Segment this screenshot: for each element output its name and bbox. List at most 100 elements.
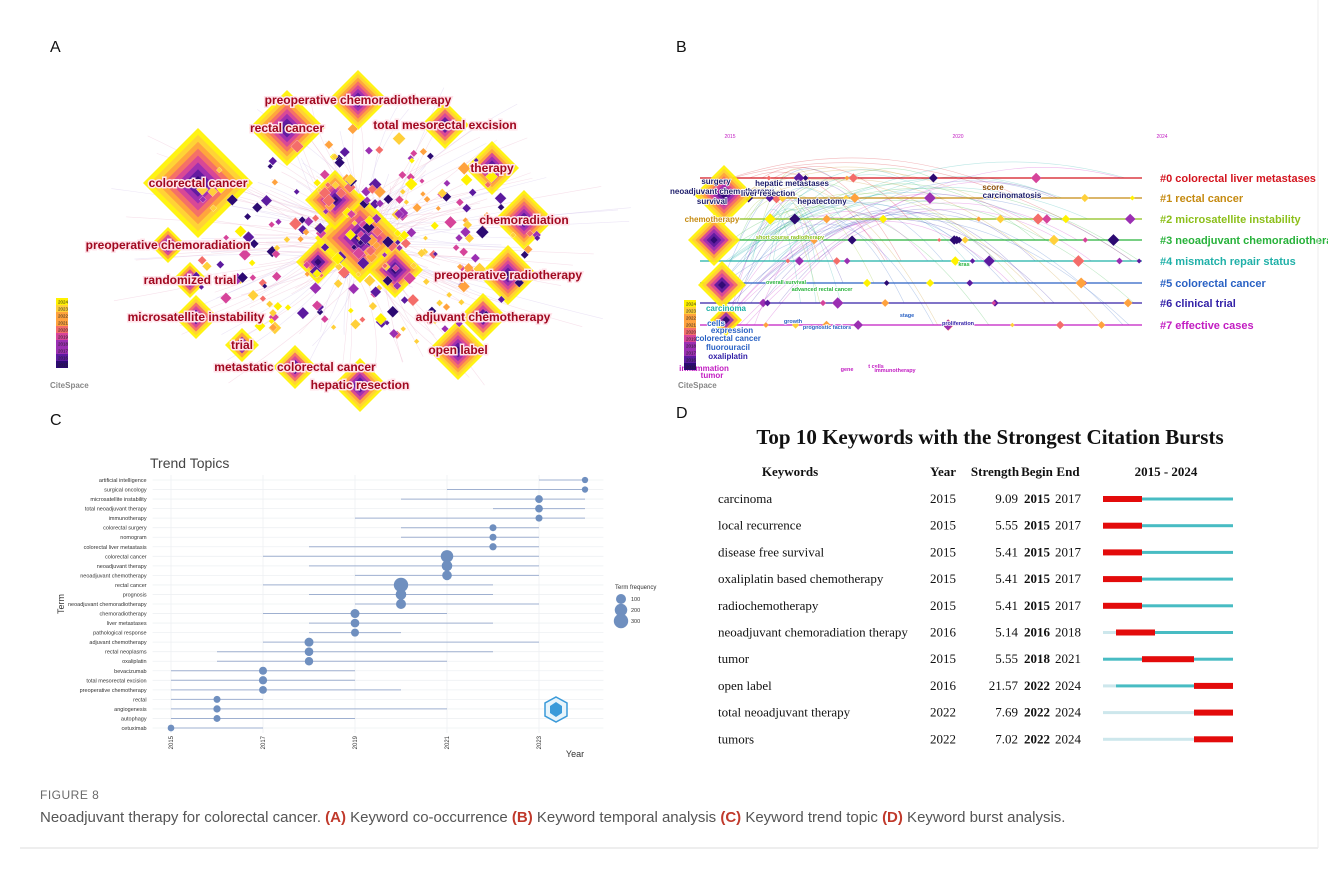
y-tick-label: adjuvant chemotherapy bbox=[89, 640, 146, 646]
keyword: local recurrence bbox=[718, 518, 802, 533]
keyword-label: total mesorectal excision bbox=[373, 118, 516, 132]
keyword-node bbox=[1082, 237, 1088, 243]
keyword-node bbox=[359, 317, 365, 323]
panel-letter: B bbox=[676, 39, 687, 56]
keyword-label: prognostic factors bbox=[803, 325, 851, 331]
panel-letter: C bbox=[50, 412, 62, 429]
keyword-label: adjuvant chemotherapy bbox=[416, 310, 551, 324]
table-header: End bbox=[1056, 464, 1080, 479]
keyword-label: microsatellite instability bbox=[128, 310, 265, 324]
timeline-range: 2024 bbox=[1171, 464, 1198, 479]
keyword-label: therapy bbox=[470, 161, 514, 175]
trend-point bbox=[213, 705, 220, 712]
burst-bar bbox=[1194, 710, 1233, 716]
strength: 5.41 bbox=[995, 544, 1018, 559]
keyword-label: chemoradiation bbox=[479, 213, 568, 227]
keyword-node bbox=[248, 290, 259, 301]
trend-point bbox=[351, 619, 360, 628]
logo: CiteSpace bbox=[678, 381, 717, 390]
end: 2017 bbox=[1055, 491, 1082, 506]
trend-point bbox=[351, 629, 359, 637]
keyword-node bbox=[348, 308, 354, 314]
keyword-label: proliferation bbox=[942, 321, 975, 327]
keyword-node bbox=[1098, 321, 1106, 329]
keyword-node bbox=[423, 236, 428, 241]
keyword-node bbox=[273, 302, 282, 311]
page-body: ABCDpreoperative chemoradiotherapyrectal… bbox=[0, 0, 1328, 869]
strength: 5.55 bbox=[995, 651, 1018, 666]
keyword-label: carcinoma bbox=[706, 304, 747, 313]
keyword-node bbox=[400, 326, 406, 332]
y-tick-label: total neoadjuvant therapy bbox=[85, 507, 147, 513]
burst-bar bbox=[1103, 603, 1142, 609]
caption-text: Neoadjuvant therapy for colorectal cance… bbox=[40, 808, 1290, 827]
keyword-label: immunotherapy bbox=[874, 368, 916, 374]
keyword-label: metastatic colorectal cancer bbox=[214, 360, 376, 374]
keyword-node bbox=[1124, 299, 1133, 308]
year: 2022 bbox=[930, 705, 956, 720]
y-tick-label: microsatellite instability bbox=[90, 497, 146, 503]
caption-segment: (D) bbox=[882, 809, 903, 826]
table-header: Begin bbox=[1021, 464, 1054, 479]
keyword-node bbox=[1125, 214, 1136, 225]
year: 2016 bbox=[930, 678, 957, 693]
keyword-node bbox=[244, 213, 251, 220]
trend-point bbox=[582, 477, 588, 483]
trend-point bbox=[490, 524, 497, 531]
trend-point bbox=[214, 715, 221, 722]
begin: 2015 bbox=[1024, 491, 1051, 506]
x-tick-label: 2019 bbox=[353, 735, 359, 749]
strength: 5.41 bbox=[995, 598, 1018, 613]
keyword-node bbox=[820, 300, 826, 306]
strength: 7.02 bbox=[995, 731, 1018, 746]
legend-size bbox=[614, 614, 628, 628]
y-tick-label: oxaliplatin bbox=[122, 659, 146, 665]
keyword-node bbox=[216, 261, 224, 269]
timeline-year: 2020 bbox=[952, 134, 963, 140]
table-header: Strength bbox=[971, 464, 1020, 479]
legend-year: 2020 bbox=[686, 330, 697, 335]
keyword-node bbox=[1031, 173, 1041, 183]
timeline-year: 2015 bbox=[724, 134, 735, 140]
timeline-arc bbox=[751, 210, 997, 303]
panel-letter: D bbox=[676, 405, 688, 422]
table-header: 2015 - 2024 bbox=[1135, 464, 1198, 479]
trend-point bbox=[305, 647, 314, 656]
keyword: tumor bbox=[718, 651, 750, 666]
legend-year: 2015 bbox=[686, 365, 697, 370]
legend-year: 2019 bbox=[58, 335, 69, 340]
keyword-node bbox=[436, 300, 443, 307]
keyword-label: kras bbox=[958, 262, 969, 268]
trend-point bbox=[396, 589, 407, 600]
trend-point bbox=[442, 561, 453, 572]
keyword-node bbox=[285, 304, 292, 311]
table-header: Keywords bbox=[762, 464, 818, 479]
burst-bar bbox=[1142, 656, 1194, 662]
logo: CiteSpace bbox=[50, 381, 89, 390]
legend-year: 2021 bbox=[686, 323, 697, 328]
trend-point bbox=[490, 534, 497, 541]
cluster-label: #1 rectal cancer bbox=[1160, 193, 1244, 205]
keyword-label: trial bbox=[231, 338, 253, 352]
inactive-span bbox=[1103, 711, 1194, 714]
y-axis-title: Term bbox=[56, 594, 66, 614]
keyword-node bbox=[443, 180, 450, 187]
burst-bar bbox=[1103, 496, 1142, 502]
legend-year: 2017 bbox=[58, 349, 69, 354]
inactive-span bbox=[1103, 631, 1116, 634]
caption-segment: (C) bbox=[720, 809, 741, 826]
keyword-node bbox=[1010, 323, 1014, 327]
keyword-label: hepatic metastases bbox=[755, 179, 829, 188]
year: 2015 bbox=[930, 571, 956, 586]
year: 2015 bbox=[930, 518, 956, 533]
y-tick-label: colorectal surgery bbox=[103, 526, 147, 532]
keyword-node bbox=[444, 216, 456, 228]
keyword-node bbox=[976, 216, 981, 221]
y-tick-label: rectal cancer bbox=[115, 583, 147, 589]
x-tick-label: 2015 bbox=[169, 735, 175, 749]
keyword-node bbox=[984, 255, 995, 266]
x-tick-label: 2023 bbox=[537, 735, 543, 749]
burst-bar bbox=[1103, 549, 1142, 555]
y-tick-label: prognosis bbox=[123, 592, 147, 598]
begin: 2015 bbox=[1024, 598, 1051, 613]
